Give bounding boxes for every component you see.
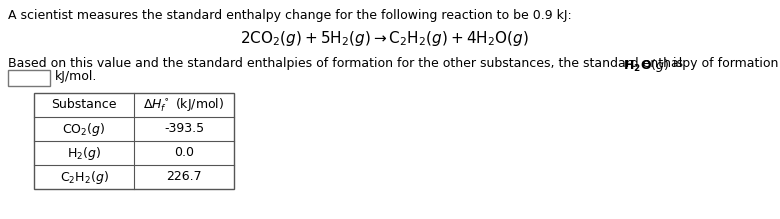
- Text: 226.7: 226.7: [166, 171, 202, 184]
- Text: Based on this value and the standard enthalpies of formation for the other subst: Based on this value and the standard ent…: [8, 57, 780, 70]
- Text: -393.5: -393.5: [164, 122, 204, 136]
- Text: $2\mathrm{CO_2}(g) + 5\mathrm{H_2}(g) \rightarrow \mathrm{C_2H_2}(g) + 4\mathrm{: $2\mathrm{CO_2}(g) + 5\mathrm{H_2}(g) \r…: [240, 29, 529, 48]
- Text: A scientist measures the standard enthalpy change for the following reaction to : A scientist measures the standard enthal…: [8, 9, 572, 22]
- Text: is: is: [669, 57, 683, 70]
- Text: Substance: Substance: [51, 99, 117, 111]
- Text: $\mathrm{CO_2}(g)$: $\mathrm{CO_2}(g)$: [62, 120, 105, 138]
- Bar: [34, 93, 234, 189]
- Text: 0.0: 0.0: [174, 147, 194, 159]
- Text: $\mathrm{C_2H_2}(g)$: $\mathrm{C_2H_2}(g)$: [59, 168, 108, 185]
- Text: $\mathrm{H_2}(g)$: $\mathrm{H_2}(g)$: [67, 145, 101, 161]
- Text: $\mathbf{H_2O}(\mathit{g})$: $\mathbf{H_2O}(\mathit{g})$: [623, 57, 669, 74]
- Text: $\Delta H_f^\circ$ (kJ/mol): $\Delta H_f^\circ$ (kJ/mol): [144, 96, 225, 114]
- Bar: [8, 70, 50, 86]
- Text: kJ/mol.: kJ/mol.: [55, 70, 98, 83]
